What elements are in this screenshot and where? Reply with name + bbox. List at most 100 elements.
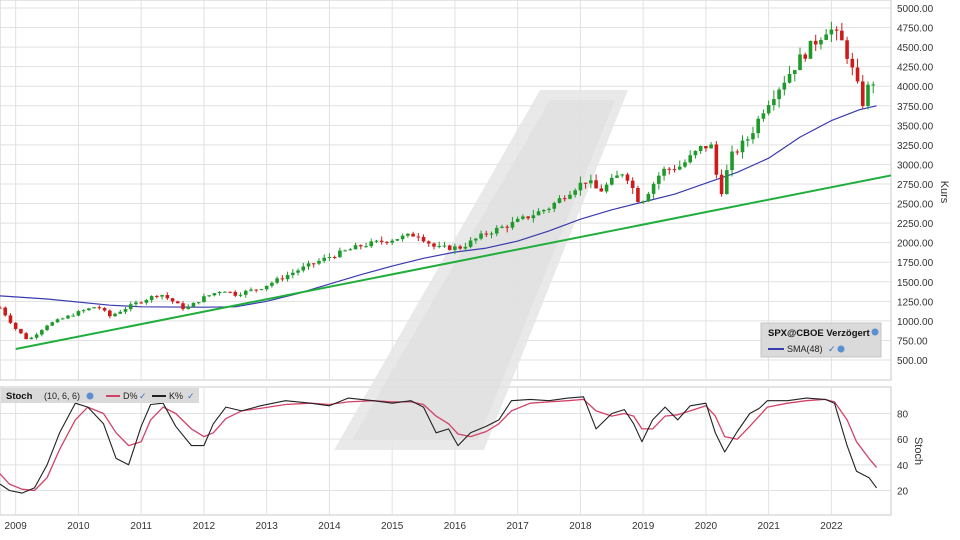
price-tick-label: 4000.00: [897, 82, 934, 93]
candle-body: [740, 140, 745, 153]
candle: [840, 22, 844, 41]
price-tick-label: 1750.00: [897, 258, 934, 269]
candle-body: [102, 308, 107, 311]
candle-body: [186, 306, 191, 309]
candle: [536, 208, 541, 216]
candle: [474, 238, 478, 244]
candle-body: [730, 151, 734, 171]
candle: [139, 301, 143, 304]
stoch-plot: [0, 396, 878, 494]
candle-body: [531, 215, 536, 219]
candle-body: [97, 307, 102, 309]
candle: [761, 109, 766, 122]
candle-body: [568, 194, 572, 199]
candle-body: [662, 168, 666, 176]
stoch-d-check-icon[interactable]: ✓: [139, 391, 147, 401]
candle: [489, 231, 494, 239]
trend-line: [15, 174, 891, 350]
candle-body: [756, 118, 760, 134]
candle-body: [196, 302, 201, 304]
candle-body: [432, 243, 436, 247]
candle-body: [735, 151, 740, 153]
candle: [426, 240, 431, 247]
candle: [688, 150, 693, 164]
stoch-k-label: K%: [169, 391, 183, 401]
price-tick-label: 5000.00: [897, 4, 934, 15]
candle-body: [264, 285, 269, 290]
legend-info-icon[interactable]: [871, 328, 879, 336]
candle: [374, 239, 379, 244]
candle: [824, 29, 828, 41]
candle-body: [270, 282, 274, 286]
candle: [212, 292, 217, 297]
candle: [191, 302, 196, 307]
candle-body: [453, 246, 457, 250]
candle: [730, 145, 734, 177]
candle: [165, 292, 170, 301]
candle-body: [803, 54, 808, 59]
candle-body: [160, 295, 164, 297]
candle-body: [583, 182, 588, 184]
candle-body: [860, 81, 865, 107]
candle: [395, 239, 400, 241]
candle: [641, 200, 645, 204]
candle: [71, 313, 76, 317]
price-plot: [0, 21, 891, 350]
candle: [285, 271, 290, 282]
candle: [850, 52, 855, 76]
candle: [186, 304, 191, 310]
legend-sma-label: SMA(48): [787, 344, 823, 354]
candle: [343, 249, 347, 252]
candle-body: [657, 175, 661, 184]
price-tick-label: 1250.00: [897, 297, 934, 308]
candle: [87, 307, 91, 311]
candle-body: [536, 211, 541, 216]
candle-body: [71, 315, 76, 317]
stoch-k-check-icon[interactable]: ✓: [187, 391, 195, 401]
candle: [432, 242, 436, 250]
candle: [829, 21, 834, 43]
candle-body: [353, 245, 358, 250]
candle-body: [385, 241, 389, 243]
candle-body: [500, 226, 504, 228]
stoch-d-label: D%: [123, 391, 138, 401]
stoch-settings-icon[interactable]: [86, 392, 94, 400]
candle: [249, 287, 253, 292]
x-tick-label: 2014: [318, 521, 341, 532]
candle: [202, 293, 206, 303]
candle-body: [390, 240, 394, 243]
candle-body: [609, 177, 614, 185]
candle: [144, 298, 149, 305]
candle: [609, 173, 614, 186]
x-tick-label: 2019: [632, 521, 655, 532]
candle-body: [118, 311, 123, 314]
candle-body: [777, 89, 781, 100]
candle: [657, 172, 661, 190]
candle: [416, 232, 421, 242]
candle: [860, 75, 865, 109]
candle-body: [19, 328, 23, 334]
candle-body: [589, 180, 593, 184]
x-tick-label: 2017: [507, 521, 530, 532]
stoch-legend-params: (10, 6, 6): [44, 391, 80, 401]
candle: [196, 302, 201, 305]
x-tick-label: 2022: [820, 521, 843, 532]
candle: [542, 209, 546, 215]
legend-sma-settings-icon[interactable]: [837, 345, 845, 353]
stoch-legend: Stoch (10, 6, 6) D% ✓ K% ✓: [1, 388, 199, 403]
candle: [599, 184, 604, 192]
candle-body: [233, 291, 238, 296]
candle-body: [834, 29, 839, 31]
candle: [568, 190, 572, 200]
candle-body: [0, 307, 2, 309]
candle-body: [170, 298, 175, 302]
candle-body: [840, 30, 844, 41]
candle: [76, 309, 81, 317]
legend-sma-check-icon[interactable]: ✓: [828, 344, 836, 354]
candle: [338, 247, 342, 258]
candle-body: [829, 29, 834, 35]
candle: [662, 166, 666, 181]
candle-body: [751, 133, 755, 140]
candle: [123, 307, 128, 315]
